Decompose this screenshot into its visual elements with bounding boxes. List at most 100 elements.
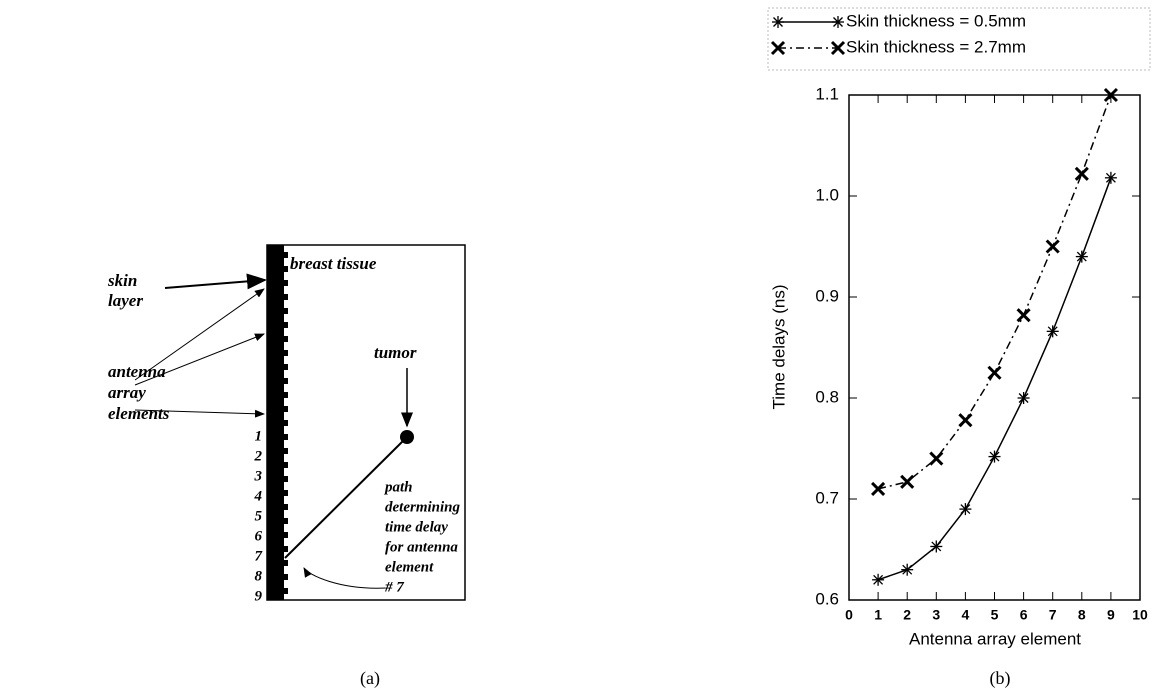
marker bbox=[770, 40, 786, 56]
marker bbox=[830, 40, 846, 56]
antenna-element bbox=[284, 532, 288, 538]
marker-stroke bbox=[1045, 239, 1060, 254]
path-label-line: # 7 bbox=[384, 579, 404, 595]
marker bbox=[832, 16, 844, 28]
marker-stroke bbox=[987, 365, 1002, 380]
antenna-element bbox=[284, 574, 288, 580]
marker bbox=[900, 474, 915, 489]
antenna-element bbox=[284, 350, 288, 356]
antenna-element bbox=[284, 462, 288, 468]
y-axis-title: Time delays (ns) bbox=[769, 284, 788, 409]
series-line bbox=[877, 177, 1112, 581]
marker bbox=[959, 503, 972, 516]
marker-stroke bbox=[929, 451, 944, 466]
x-tick-label: 5 bbox=[991, 607, 999, 623]
marker bbox=[958, 413, 973, 428]
marker-stroke bbox=[931, 541, 942, 552]
element-label: 8 bbox=[255, 568, 263, 584]
antenna-element bbox=[284, 378, 288, 384]
element-label: 3 bbox=[254, 468, 263, 484]
caption: (b) bbox=[990, 668, 1011, 689]
element-label: 7 bbox=[255, 548, 263, 564]
antenna-element bbox=[284, 406, 288, 412]
element-label: 9 bbox=[255, 588, 263, 604]
antenna-element bbox=[284, 336, 288, 342]
element-labels: 1 2 3 4 5 6 7 8 9 bbox=[254, 428, 263, 604]
skin-label: layer bbox=[108, 291, 143, 310]
y-tick-label: 1.0 bbox=[815, 185, 839, 204]
x-tick-label: 2 bbox=[903, 607, 911, 623]
marker-stroke bbox=[1018, 393, 1029, 403]
marker-stroke bbox=[902, 564, 913, 575]
antenna-element bbox=[284, 504, 288, 510]
plot-frame bbox=[848, 94, 1141, 601]
antenna-elements bbox=[284, 252, 288, 594]
x-tick-label: 7 bbox=[1049, 607, 1057, 623]
region-label: breast tissue bbox=[290, 254, 377, 273]
marker bbox=[871, 481, 886, 496]
marker bbox=[1075, 250, 1088, 263]
skin-label: skin bbox=[107, 271, 137, 290]
arrow bbox=[164, 273, 267, 290]
caption: (a) bbox=[360, 668, 380, 689]
antenna-label: elements bbox=[108, 404, 170, 423]
marker bbox=[1045, 239, 1060, 254]
marker bbox=[1103, 87, 1118, 103]
x-tick-label: 0 bbox=[845, 607, 853, 623]
antenna-element bbox=[284, 294, 288, 300]
arrow bbox=[134, 288, 265, 381]
x-tick-label: 4 bbox=[962, 607, 970, 623]
path-label-line: path bbox=[383, 479, 413, 495]
antenna-element bbox=[284, 322, 288, 328]
path-label-line: for antenna bbox=[385, 539, 458, 555]
marker bbox=[1046, 325, 1059, 338]
marker-stroke bbox=[1047, 326, 1058, 337]
antenna-element bbox=[284, 420, 288, 426]
arrow bbox=[134, 409, 265, 418]
y-tick-label: 0.8 bbox=[815, 387, 839, 406]
antenna-element bbox=[284, 266, 288, 272]
y-tick-label: 0.9 bbox=[815, 286, 839, 305]
element-label: 2 bbox=[254, 448, 263, 464]
signal-path bbox=[284, 436, 408, 559]
series-line bbox=[877, 94, 1112, 490]
marker-stroke bbox=[833, 17, 843, 27]
element-label: 1 bbox=[255, 428, 263, 444]
marker-stroke bbox=[1074, 166, 1089, 181]
marker bbox=[1017, 392, 1030, 404]
skin-strip bbox=[267, 245, 284, 600]
antenna-element bbox=[284, 434, 288, 440]
antenna-element bbox=[284, 560, 288, 566]
antenna-element bbox=[284, 588, 288, 594]
marker-stroke bbox=[1103, 87, 1118, 103]
antenna-label: antenna bbox=[108, 362, 166, 381]
marker-stroke bbox=[773, 17, 783, 27]
antenna-element bbox=[284, 392, 288, 398]
marker-stroke bbox=[1076, 251, 1087, 262]
y-tick-label: 1.1 bbox=[815, 84, 839, 103]
marker-stroke bbox=[871, 481, 886, 496]
antenna-element bbox=[284, 448, 288, 454]
marker bbox=[772, 16, 784, 28]
tumor-label: tumor bbox=[374, 343, 417, 362]
y-tick-label: 0.7 bbox=[815, 488, 839, 507]
antenna-element bbox=[284, 280, 288, 286]
marker bbox=[901, 563, 914, 576]
marker-stroke bbox=[989, 451, 1000, 462]
antenna-element bbox=[284, 252, 288, 258]
marker bbox=[872, 573, 885, 586]
path-label-line: determining bbox=[385, 499, 461, 515]
x-tick-label: 8 bbox=[1078, 607, 1086, 623]
marker-stroke bbox=[1016, 308, 1031, 323]
antenna-element bbox=[284, 476, 288, 482]
x-axis-title: Antenna array element bbox=[909, 629, 1081, 648]
marker-stroke bbox=[960, 504, 971, 515]
marker bbox=[987, 365, 1002, 380]
marker bbox=[930, 540, 943, 553]
path-label-line: element bbox=[385, 559, 434, 575]
marker-stroke bbox=[900, 474, 915, 489]
marker bbox=[988, 450, 1001, 463]
arrow bbox=[303, 567, 386, 589]
marker-stroke bbox=[873, 574, 884, 585]
